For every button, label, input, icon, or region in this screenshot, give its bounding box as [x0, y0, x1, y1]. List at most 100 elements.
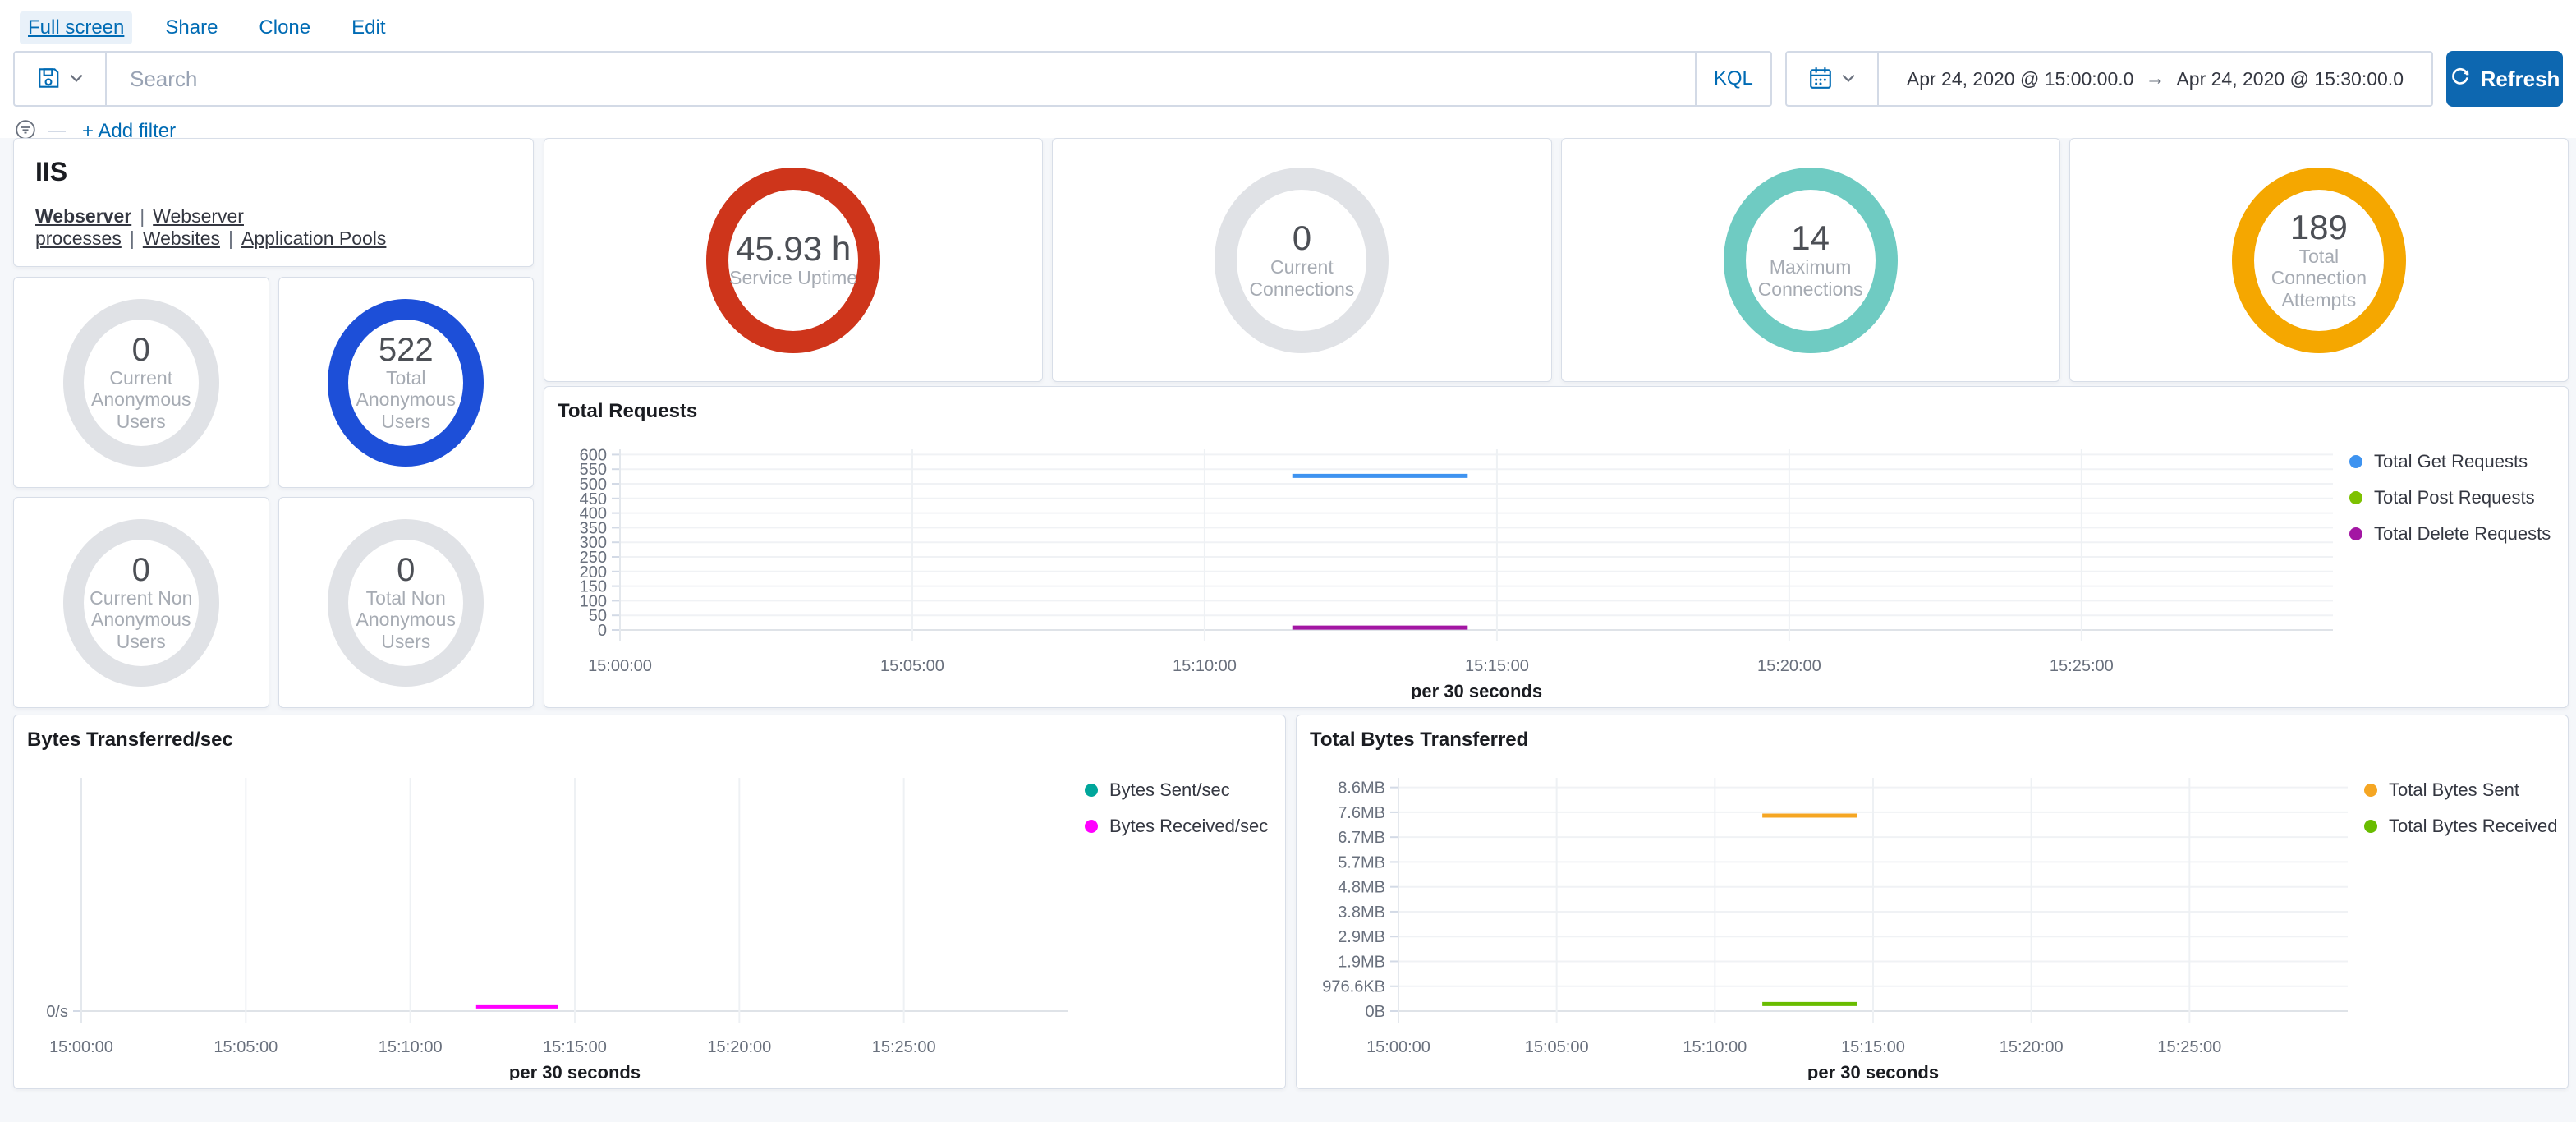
legend: Bytes Sent/sec Bytes Received/sec: [1085, 756, 1272, 1080]
svg-text:976.6KB: 976.6KB: [1322, 978, 1385, 996]
legend-dot-icon: [2349, 455, 2362, 468]
nav-full-screen[interactable]: Full screen: [20, 11, 133, 44]
svg-text:15:15:00: 15:15:00: [1465, 657, 1529, 675]
legend-item-total-post-requests[interactable]: Total Post Requests: [2349, 487, 2555, 508]
gauge-panel-current-anonymous-users: 0 Current Anonymous Users: [13, 277, 269, 488]
legend-label: Total Bytes Sent: [2389, 779, 2519, 800]
svg-text:15:25:00: 15:25:00: [872, 1038, 936, 1056]
gauge-value: 0: [1292, 218, 1312, 258]
svg-text:500: 500: [580, 476, 607, 494]
svg-text:15:25:00: 15:25:00: [2050, 657, 2114, 675]
legend-item-total-delete-requests[interactable]: Total Delete Requests: [2349, 523, 2555, 545]
refresh-icon: [2450, 66, 2471, 93]
chart-body: 0B 976.6KB 1.9MB 2.9MB 3.8MB 4.8MB 5.7MB 6.7MB 7…: [1310, 756, 2558, 1080]
chevron-down-icon: [1841, 72, 1856, 86]
gauge-panel-current-non-anonymous-users: 0 Current Non Anonymous Users: [13, 497, 269, 708]
panel-title: Total Requests: [558, 400, 698, 422]
date-picker-menu-button[interactable]: [1787, 53, 1879, 105]
svg-text:15:15:00: 15:15:00: [543, 1038, 607, 1056]
legend-label: Total Bytes Received: [2389, 816, 2558, 836]
gauge-value: 189: [2289, 207, 2348, 246]
legend-dot-icon: [2364, 784, 2377, 797]
iis-links: Webserver | Webserver processes | Websites | A…: [35, 205, 512, 250]
svg-text:3.8MB: 3.8MB: [1338, 904, 1385, 922]
svg-text:15:10:00: 15:10:00: [1683, 1038, 1747, 1056]
plot-canvas: 0B 976.6KB 1.9MB 2.9MB 3.8MB 4.8MB 5.7MB 6.7MB 7…: [1322, 778, 2348, 1080]
svg-text:15:10:00: 15:10:00: [379, 1038, 443, 1056]
search-input[interactable]: [107, 53, 1695, 105]
legend-item-total-get-requests[interactable]: Total Get Requests: [2349, 451, 2555, 472]
legend-item-total-bytes-sent[interactable]: Total Bytes Sent: [2364, 779, 2555, 801]
gauge-ring: 522 Total Anonymous Users: [328, 298, 484, 467]
refresh-button[interactable]: Refresh: [2446, 51, 2563, 107]
iis-title: IIS: [35, 157, 68, 186]
svg-text:15:10:00: 15:10:00: [1173, 657, 1237, 675]
svg-text:15:05:00: 15:05:00: [214, 1038, 278, 1056]
svg-text:15:25:00: 15:25:00: [2157, 1038, 2221, 1056]
svg-text:15:20:00: 15:20:00: [707, 1038, 771, 1056]
legend-label: Total Get Requests: [2374, 451, 2528, 471]
chart-body: 0/s 15:00:00 15:05:00 15:10:00 15:15:00 15:20…: [27, 756, 1272, 1080]
svg-text:15:20:00: 15:20:00: [2000, 1038, 2064, 1056]
svg-text:0B: 0B: [1366, 1003, 1385, 1021]
svg-text:0/s: 0/s: [46, 1003, 68, 1021]
iis-link-webserver-processes[interactable]: Webserver processes: [35, 205, 244, 249]
x-axis-label: per 30 seconds: [509, 1062, 641, 1080]
gauge-value: 0: [131, 331, 150, 368]
gauge-value: 0: [131, 551, 150, 588]
iis-link-application-pools[interactable]: Application Pools: [241, 228, 387, 249]
svg-text:2.9MB: 2.9MB: [1338, 928, 1385, 946]
legend-item-bytes-received-sec[interactable]: Bytes Received/sec: [1085, 816, 1272, 837]
chart-body: 0 50 100 150 200 250 300 350 400 450 500 550 600 15:0…: [558, 428, 2555, 699]
iis-link-webserver[interactable]: Webserver: [35, 205, 132, 227]
svg-text:350: 350: [580, 519, 607, 537]
svg-text:1.9MB: 1.9MB: [1338, 953, 1385, 971]
nav-clone[interactable]: Clone: [250, 11, 319, 44]
panel-title: Bytes Transferred/sec: [27, 729, 233, 751]
gauge-panel-total-anonymous-users: 522 Total Anonymous Users: [278, 277, 534, 488]
gauge-panel-service-uptime: 45.93 h Service Uptime: [544, 138, 1044, 382]
legend-item-bytes-sent-sec[interactable]: Bytes Sent/sec: [1085, 779, 1272, 801]
nav-edit[interactable]: Edit: [343, 11, 393, 44]
gauge-value: 45.93 h: [736, 229, 852, 269]
legend-dot-icon: [2364, 820, 2377, 833]
refresh-button-label: Refresh: [2480, 66, 2560, 91]
top-nav: Full screen Share Clone Edit: [0, 0, 2576, 51]
gauge-label: Maximum Connections: [1757, 256, 1863, 300]
plot-area: 0B 976.6KB 1.9MB 2.9MB 3.8MB 4.8MB 5.7MB 6.7MB 7…: [1310, 756, 2364, 1080]
gauge-top-row: 45.93 h Service Uptime 0 Current Connection…: [544, 138, 2569, 382]
plot-canvas: 0/s 15:00:00 15:05:00 15:10:00 15:15:00 15:20…: [46, 778, 1068, 1080]
plot-area: 0/s 15:00:00 15:05:00 15:10:00 15:15:00 15:20…: [27, 756, 1085, 1080]
time-range-end: Apr 24, 2020 @ 15:30:00.0: [2176, 67, 2404, 90]
legend-dot-icon: [1085, 784, 1098, 797]
saved-query-menu-button[interactable]: [15, 53, 107, 105]
gauge-label: Current Non Anonymous Users: [90, 586, 193, 652]
gauge-label: Total Non Anonymous Users: [356, 586, 456, 652]
dashboard-grid: IIS Webserver | Webserver processes | Websit…: [0, 138, 2576, 1122]
header: Full screen Share Clone Edit: [0, 0, 2576, 142]
link-separator: |: [140, 205, 145, 227]
x-axis-label: per 30 seconds: [1807, 1062, 1939, 1080]
svg-text:200: 200: [580, 563, 607, 582]
chevron-down-icon: [69, 72, 84, 86]
iis-link-websites[interactable]: Websites: [142, 228, 220, 249]
query-bar: KQL: [13, 51, 1772, 107]
time-picker: Apr 24, 2020 @ 15:00:00.0 → Apr 24, 2020…: [1784, 51, 2433, 107]
svg-text:550: 550: [580, 461, 607, 479]
svg-text:250: 250: [580, 549, 607, 567]
svg-text:0: 0: [598, 622, 607, 640]
legend-label: Total Delete Requests: [2374, 523, 2551, 544]
legend-item-total-bytes-received[interactable]: Total Bytes Received: [2364, 816, 2558, 837]
gauge-ring: 0 Current Anonymous Users: [62, 298, 219, 467]
gauge-value: 522: [378, 331, 434, 368]
gauge-label: Service Uptime: [729, 267, 858, 289]
gauge-panel-maximum-connections: 14 Maximum Connections: [1560, 138, 2060, 382]
nav-share[interactable]: Share: [157, 11, 226, 44]
time-range-start: Apr 24, 2020 @ 15:00:00.0: [1906, 67, 2134, 90]
time-range[interactable]: Apr 24, 2020 @ 15:00:00.0 → Apr 24, 2020…: [1879, 53, 2431, 105]
kql-language-button[interactable]: KQL: [1694, 53, 1770, 105]
panel-total-requests: Total Requests 0 50 100 150 200 250 300 350 400 45…: [544, 386, 2569, 708]
plot-area: 0 50 100 150 200 250 300 350 400 450 500 550 600 15:0…: [558, 428, 2349, 699]
link-separator: |: [227, 228, 233, 249]
